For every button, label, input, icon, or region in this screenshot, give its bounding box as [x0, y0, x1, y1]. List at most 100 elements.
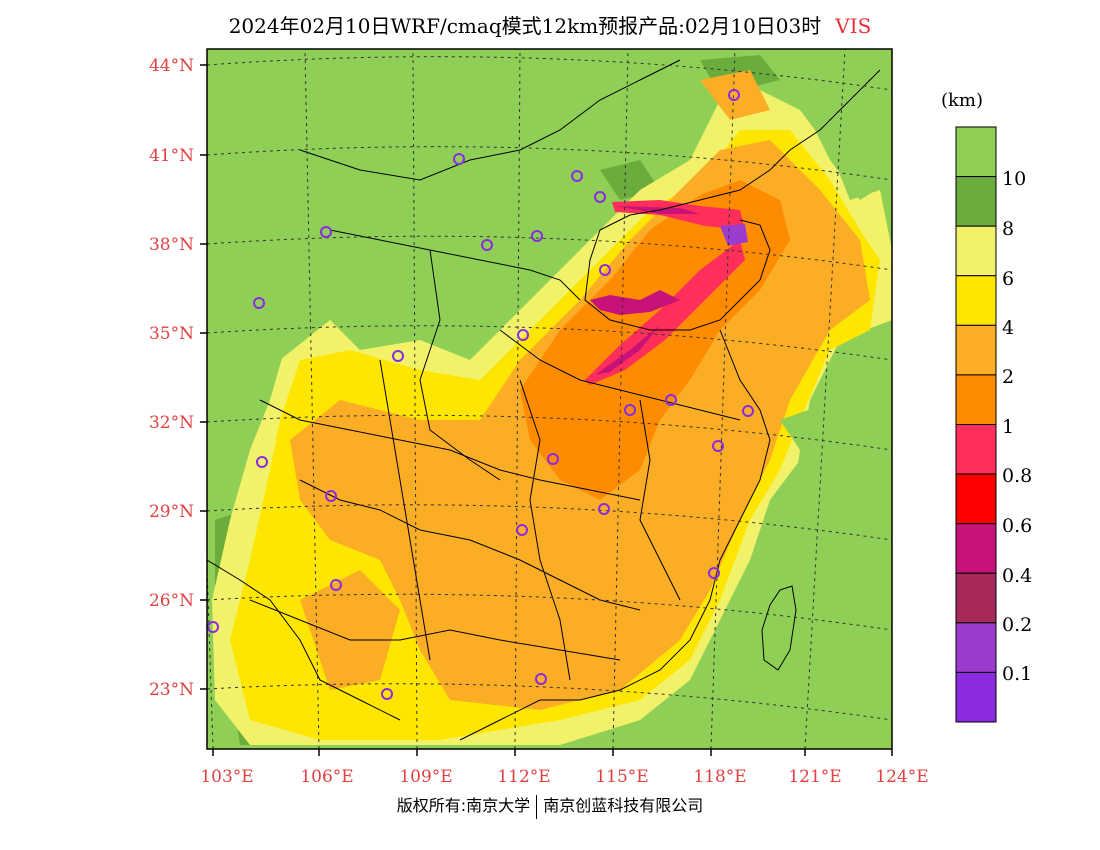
colorbar-swatch [955, 424, 997, 475]
colorbar-swatch [955, 225, 997, 277]
province-border-9 [379, 359, 431, 661]
copyright-company: 南京创蓝科技有限公司 [543, 796, 704, 815]
city-marker [712, 440, 724, 452]
city-marker [517, 329, 529, 341]
colorbar-label: 0.1 [1002, 663, 1033, 685]
purple-spot-tianjin [720, 224, 748, 246]
province-border-6 [249, 599, 621, 661]
province-border-8 [639, 399, 681, 601]
colorbar-swatch [955, 572, 997, 624]
province-border-10 [207, 559, 401, 721]
colorbar-label: 4 [1002, 317, 1015, 339]
northern-border [299, 59, 681, 181]
province-border-5 [299, 479, 641, 611]
colorbar-swatch [955, 324, 997, 376]
city-marker [253, 297, 265, 309]
colorbar-label: 6 [1002, 268, 1015, 290]
city-marker [598, 503, 610, 515]
lat-label: 23°N [149, 680, 194, 700]
city-marker [708, 567, 720, 579]
province-border-1 [329, 229, 581, 301]
city-marker [571, 170, 583, 182]
title-main: 2024年02月10日WRF/cmaq模式12km预报产品:02月10日03时 [228, 14, 822, 38]
bohai-coast-north [599, 69, 881, 231]
city-marker [535, 673, 547, 685]
province-border-2 [419, 249, 501, 481]
lat-label: 41°N [149, 146, 194, 166]
lon-label: 121°E [788, 767, 841, 787]
city-marker [547, 453, 559, 465]
colorbar-swatch [955, 473, 997, 525]
colorbar-swatch [955, 374, 997, 425]
green-area-north [207, 49, 560, 240]
lon-label: 115°E [595, 767, 648, 787]
magenta-streak-west [590, 290, 680, 315]
colorbar-label: 10 [1002, 168, 1027, 190]
longitude-labels: 103°E 106°E 109°E 112°E 115°E 118°E 121°… [200, 767, 928, 787]
copyright-footer: 版权所有:南京大学 南京创蓝科技有限公司 [0, 792, 1100, 819]
lon-label: 124°E [875, 767, 928, 787]
colorbar-label: 8 [1002, 218, 1015, 240]
city-marker [381, 688, 393, 700]
coastline-borders [207, 59, 881, 741]
title-variable: VIS [835, 14, 872, 38]
city-marker [599, 264, 611, 276]
map-frame [206, 48, 893, 750]
city-markers [207, 89, 754, 700]
colorbar-label: 0.6 [1002, 515, 1033, 537]
colorbar-swatch [955, 622, 997, 673]
lat-label: 35°N [149, 324, 194, 344]
sea-green-east [690, 380, 892, 749]
city-marker [453, 153, 465, 165]
lon-label: 106°E [300, 767, 353, 787]
taiwan-island [761, 585, 797, 671]
sea-green-northeast [800, 49, 892, 200]
pink-streak-central [585, 240, 745, 385]
green-area-northwest [207, 240, 330, 420]
lon-label: 109°E [399, 767, 452, 787]
lon-label: 103°E [200, 767, 253, 787]
province-border-4 [259, 399, 641, 501]
city-marker [256, 456, 268, 468]
colorbar-swatch [955, 275, 997, 326]
colorbar-swatch [955, 671, 997, 723]
shandong-coast [584, 219, 771, 331]
city-marker [516, 524, 528, 536]
colorbar-swatch [955, 523, 997, 574]
lon-label: 118°E [693, 767, 746, 787]
colorbar [955, 126, 997, 723]
city-marker [320, 226, 332, 238]
city-marker [207, 621, 219, 633]
colorbar-label: 1 [1002, 416, 1015, 438]
city-marker [481, 239, 493, 251]
colorbar-swatch [955, 126, 997, 178]
colorbar-unit: (km) [941, 90, 984, 111]
lon-label: 112°E [497, 767, 550, 787]
lat-label: 26°N [149, 591, 194, 611]
province-border-7 [519, 379, 571, 681]
city-marker [728, 89, 740, 101]
city-marker [330, 579, 342, 591]
tick-marks [200, 64, 893, 756]
light-orange-patch-ne [700, 70, 770, 120]
footer-separator [536, 794, 538, 819]
city-marker [742, 405, 754, 417]
colorbar-label: 0.2 [1002, 614, 1033, 636]
lat-label: 44°N [149, 56, 194, 76]
map-title: 2024年02月10日WRF/cmaq模式12km预报产品:02月10日03时 V… [0, 10, 1100, 39]
colorbar-swatch [955, 176, 997, 227]
light-orange-patch-sw [300, 570, 400, 690]
city-marker [624, 404, 636, 416]
colorbar-label: 2 [1002, 366, 1015, 388]
colorbar-label: 0.4 [1002, 565, 1033, 587]
city-marker [665, 394, 677, 406]
lat-label: 32°N [149, 413, 194, 433]
copyright-owner: 版权所有:南京大学 [396, 796, 531, 815]
latitude-labels: 44°N 41°N 38°N 35°N 32°N 29°N 26°N 23°N [149, 56, 194, 700]
green-patch-shanxi [430, 230, 520, 300]
colorbar-label: 0.8 [1002, 465, 1033, 487]
city-marker [325, 490, 337, 502]
city-marker [392, 350, 404, 362]
lat-label: 38°N [149, 235, 194, 255]
